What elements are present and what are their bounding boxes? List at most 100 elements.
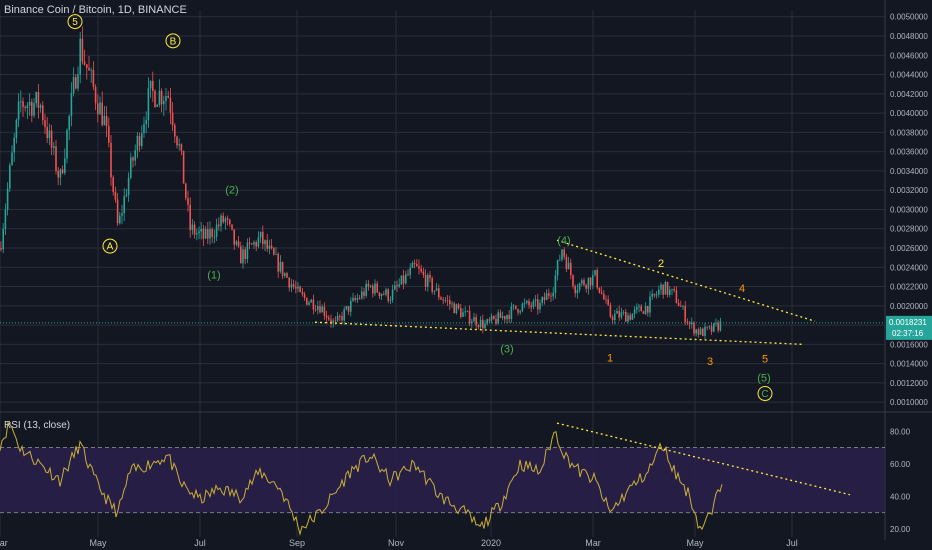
candle-body [539,302,541,310]
candle-body [552,292,554,297]
candle-body [418,266,420,269]
candle-body [416,263,418,267]
candle-body [440,297,442,300]
y-tick-label: 0.0036000 [890,148,928,157]
candle-body [53,146,55,148]
candle-body [136,135,139,151]
candle-body [669,289,671,295]
candle-body [515,305,517,309]
candle-body [57,170,59,178]
wave-label: B [170,36,177,47]
candle-body [299,286,301,292]
candle-body [332,320,334,324]
axes: 0.0050000 0.0048000 0.0046000 0.0044000 0.00… [0,13,932,548]
candle-body [427,274,429,287]
candle-body [647,306,649,313]
candle-body [594,270,596,276]
candle-body [154,90,156,107]
rsi-tick-label: 60.00 [890,460,911,469]
candle-body [644,306,647,314]
candle-body [0,248,2,250]
wave-label: 5 [762,353,768,365]
candle-body [264,240,266,245]
candle-body [268,245,271,249]
candle-body [684,306,686,322]
candle-body [28,101,31,106]
candle-body [22,101,24,108]
candle-body [462,312,464,317]
rsi-band [0,447,885,513]
candle-body [677,302,680,306]
candle-body [530,305,532,308]
candle-body [301,291,304,295]
candle-body [512,305,515,307]
candle-body [409,267,411,275]
candle-body [651,293,653,297]
candle-body [383,293,385,295]
x-tick-label: Nov [388,538,405,548]
wave-label: (5) [757,373,770,385]
candle-body [576,290,579,294]
candle-body [240,246,242,264]
y-tick-label: 0.0026000 [890,244,928,253]
candle-body [380,293,383,297]
candle-body [508,315,510,319]
candle-body [17,101,20,120]
candle-body [220,215,222,227]
candle-body [528,300,530,306]
y-tick-label: 0.0044000 [890,71,928,80]
candle-body [585,285,587,289]
wave-label: C [761,389,768,400]
candle-body [204,229,207,239]
candle-body [200,228,202,232]
candle-body [372,285,374,294]
candle-body [286,273,288,278]
candle-body [640,306,642,312]
candle-body [605,299,607,301]
candle-body [618,310,620,318]
candle-body [262,231,264,245]
candle-body [488,319,491,321]
candle-body [391,289,394,300]
y-tick-label: 0.0020000 [890,302,928,311]
wave-circle [757,386,773,402]
candle-body [708,326,711,328]
candle-body [37,92,40,108]
y-tick-label: 0.0048000 [890,32,928,41]
candle-body [636,307,638,310]
candle-body [42,105,44,121]
candle-body [178,144,180,146]
candle-body [413,263,416,264]
candle-body [121,213,123,216]
candle-body [504,316,506,320]
y-tick-label: 0.0050000 [890,13,928,22]
candle-body [655,294,658,296]
candle-body [336,315,339,321]
candle-body [308,302,310,305]
candle-body [369,285,372,287]
candle-body [218,224,220,227]
candle-body [180,144,183,151]
candle-body [352,297,354,301]
candle-body [31,101,33,116]
trendlines [314,239,816,346]
candle-body [88,67,90,71]
candle-body [244,249,246,260]
candle-body [561,249,563,260]
candle-body [312,299,315,310]
y-tick-label: 0.0012000 [890,379,928,388]
candle-body [673,288,675,291]
candle-body [330,319,332,324]
candle-body [611,316,614,320]
candle-body [347,306,350,312]
candle-body [501,316,504,318]
y-tick-label: 0.0028000 [890,225,928,234]
candle-body [543,297,546,301]
candle-body [226,218,229,220]
candle-body [556,260,559,276]
candle-body [559,259,561,261]
candle-body [583,280,585,286]
candle-body [231,224,233,230]
candle-body [108,126,110,143]
